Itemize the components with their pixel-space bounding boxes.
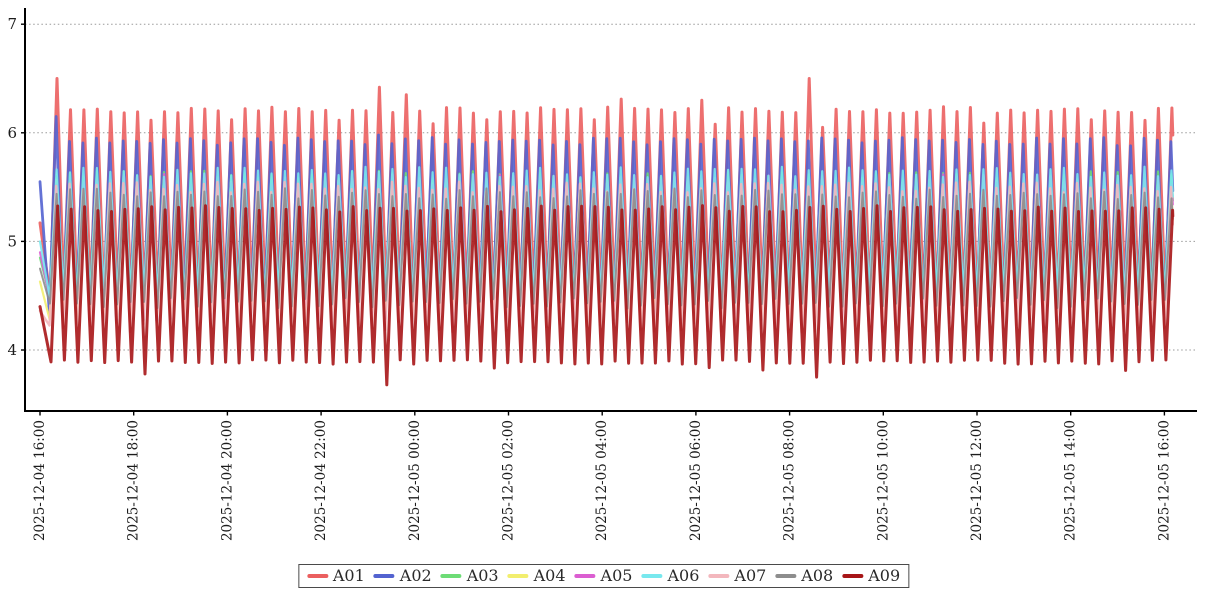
x-tick-label: 2025-12-05 08:00: [782, 420, 798, 541]
y-tick-label: 5: [7, 232, 17, 250]
x-tick-label: 2025-12-05 04:00: [594, 420, 610, 541]
legend-item-a03: A03: [440, 566, 499, 585]
legend-label: A02: [399, 566, 432, 585]
x-tick-label: 2025-12-05 14:00: [1063, 420, 1079, 541]
x-tick-label: 2025-12-04 18:00: [126, 420, 142, 541]
legend-label: A05: [600, 566, 633, 585]
x-tick-label: 2025-12-05 06:00: [688, 420, 704, 541]
x-tick-label: 2025-12-05 02:00: [501, 420, 517, 541]
series-line-a09: [38, 204, 1175, 387]
x-tick-label: 2025-12-04 22:00: [313, 420, 329, 541]
legend-swatch-a05: [574, 574, 596, 578]
legend-label: A08: [801, 566, 834, 585]
y-tick-label: 4: [7, 341, 17, 359]
legend-swatch-a08: [775, 574, 797, 578]
x-tick-label: 2025-12-04 16:00: [32, 420, 48, 541]
x-tick-label: 2025-12-05 10:00: [875, 420, 891, 541]
legend-swatch-a03: [440, 574, 462, 578]
legend-swatch-a04: [507, 574, 529, 578]
legend-label: A07: [734, 566, 767, 585]
legend: A01 A02 A03 A04 A05 A06 A07 A08 A09: [297, 564, 910, 588]
legend-label: A06: [667, 566, 700, 585]
legend-item-a08: A08: [775, 568, 833, 584]
legend-label: A03: [466, 566, 499, 585]
legend-label: A01: [332, 566, 365, 585]
legend-swatch-a01: [306, 574, 328, 578]
legend-item-a07: A07: [708, 568, 766, 584]
x-tick-label: 2025-12-05 00:00: [407, 420, 423, 541]
x-tick-label: 2025-12-04 20:00: [219, 420, 235, 541]
legend-item-a05: A05: [574, 566, 633, 585]
legend-item-a04: A04: [507, 566, 566, 585]
legend-item-a02: A02: [373, 566, 432, 585]
x-tick-label: 2025-12-05 12:00: [969, 420, 985, 541]
legend-swatch-a02: [373, 574, 395, 578]
legend-item-a06: A06: [641, 568, 699, 584]
y-tick-label: 7: [7, 15, 17, 33]
legend-label: A09: [868, 566, 901, 585]
legend-item-a01: A01: [306, 566, 365, 585]
x-tick-label: 2025-12-05 16:00: [1156, 420, 1172, 541]
chart-canvas: 4 5 6 7 2025-12-04 16:00 2025-12-04 18:00 2025…: [7, 8, 1197, 541]
legend-swatch-a06: [641, 574, 663, 578]
y-tick-label: 6: [7, 124, 17, 142]
legend-label: A04: [533, 566, 566, 585]
legend-swatch-a07: [708, 574, 730, 578]
legend-item-a09: A09: [842, 568, 900, 584]
legend-swatch-a09: [842, 574, 864, 578]
